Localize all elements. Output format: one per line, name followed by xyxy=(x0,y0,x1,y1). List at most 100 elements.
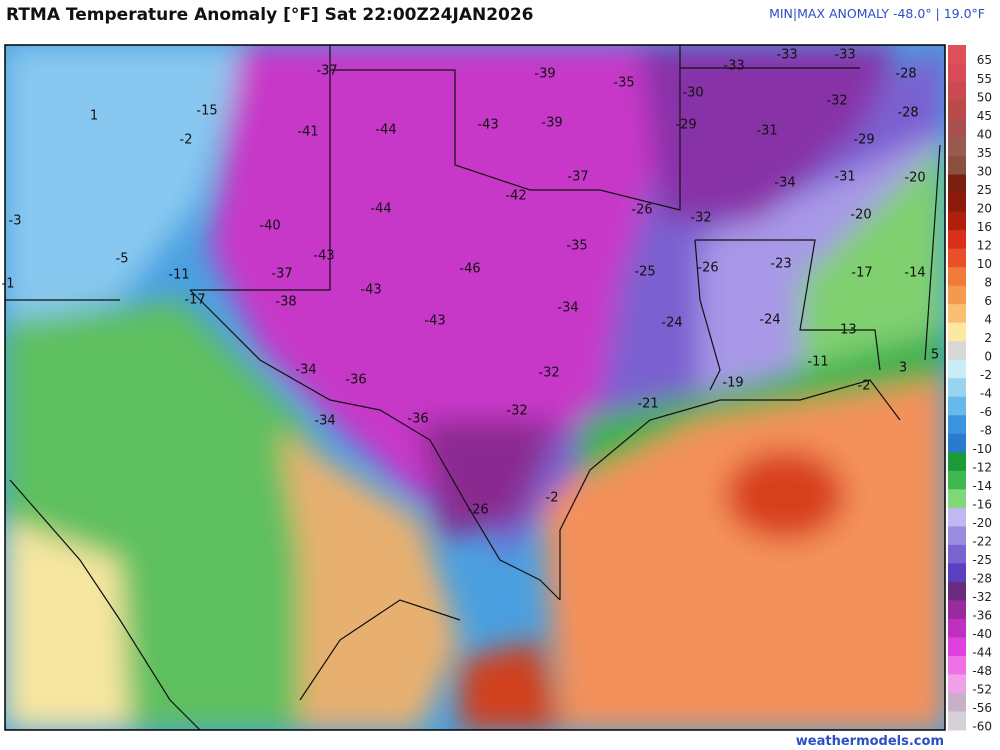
colorbar-swatch xyxy=(948,267,966,287)
point-label: -20 xyxy=(850,208,871,223)
title: RTMA Temperature Anomaly [°F] Sat 22:00Z… xyxy=(6,5,534,25)
colorbar-swatch xyxy=(948,563,966,583)
colorbar-label: 50 xyxy=(977,90,992,104)
colorbar-swatch xyxy=(948,618,966,638)
point-label: -2 xyxy=(180,133,193,148)
colorbar-swatch xyxy=(948,230,966,250)
min-max: MIN|MAX ANOMALY -48.0° | 19.0°F xyxy=(769,6,985,21)
colorbar-label: -8 xyxy=(980,424,992,438)
point-label: -32 xyxy=(538,366,559,381)
colorbar-label: 55 xyxy=(977,72,992,86)
footer: weathermodels.com xyxy=(796,734,944,749)
colorbar-label: -52 xyxy=(972,683,992,697)
point-label: -42 xyxy=(505,189,526,204)
point-label: -24 xyxy=(661,316,682,331)
colorbar-label: -12 xyxy=(972,461,992,475)
colorbar-label: -14 xyxy=(972,479,992,493)
colorbar-swatch xyxy=(948,489,966,509)
colorbar-label: 0 xyxy=(984,349,992,363)
point-label: -33 xyxy=(834,48,855,63)
colorbar-label: 10 xyxy=(977,257,992,271)
point-label: -28 xyxy=(897,106,918,121)
point-label: -46 xyxy=(459,262,480,277)
colorbar-label: -20 xyxy=(972,516,992,530)
colorbar-label: -10 xyxy=(972,442,992,456)
point-label: -28 xyxy=(895,67,916,82)
point-label: -26 xyxy=(697,261,718,276)
point-label: -34 xyxy=(295,363,316,378)
colorbar-swatch xyxy=(948,82,966,102)
colorbar-label: -36 xyxy=(972,609,992,623)
colorbar-swatch xyxy=(948,711,966,731)
colorbar-swatch xyxy=(948,637,966,657)
point-label: -43 xyxy=(424,314,445,329)
colorbar-label: -32 xyxy=(972,590,992,604)
point-label: -32 xyxy=(690,211,711,226)
point-label: 5 xyxy=(931,348,939,363)
colorbar-swatch xyxy=(948,581,966,601)
point-label: -33 xyxy=(776,48,797,63)
point-label: -11 xyxy=(807,355,828,370)
point-label: -21 xyxy=(637,397,658,412)
colorbar-label: 35 xyxy=(977,146,992,160)
point-label: -32 xyxy=(826,94,847,109)
point-label: -1 xyxy=(2,277,15,292)
colorbar-label: 25 xyxy=(977,183,992,197)
colorbar-swatch xyxy=(948,378,966,398)
colorbar-swatch xyxy=(948,45,966,65)
colorbar-label: -16 xyxy=(972,498,992,512)
colorbar-swatch xyxy=(948,193,966,213)
point-label: -34 xyxy=(557,301,578,316)
point-label: -2 xyxy=(546,491,559,506)
point-label: -43 xyxy=(477,118,498,133)
colorbar-label: 2 xyxy=(984,331,992,345)
point-label: -34 xyxy=(774,176,795,191)
point-label: -31 xyxy=(756,124,777,139)
point-label: -34 xyxy=(314,414,335,429)
point-label: -30 xyxy=(682,86,703,101)
colorbar-label: -40 xyxy=(972,627,992,641)
colorbar-swatch xyxy=(948,174,966,194)
colorbar-swatch xyxy=(948,674,966,694)
point-labels: -37 -39-35-33-33 -33-28-30-32-281 -15-41 -44… xyxy=(2,48,940,518)
point-label: -24 xyxy=(759,313,780,328)
point-label: 1 xyxy=(90,109,98,124)
colorbar-label: -44 xyxy=(972,646,992,660)
colorbar-swatch xyxy=(948,341,966,361)
colorbar-swatch xyxy=(948,322,966,342)
point-label: -39 xyxy=(534,67,555,82)
colorbar-label: -6 xyxy=(980,405,992,419)
colorbar-swatch xyxy=(948,692,966,712)
colorbar-swatch xyxy=(948,396,966,416)
point-label: -14 xyxy=(904,266,925,281)
point-label: -11 xyxy=(168,268,189,283)
colorbar-swatch xyxy=(948,63,966,83)
colorbar-swatch xyxy=(948,452,966,472)
colorbar-label: 30 xyxy=(977,164,992,178)
point-label: -43 xyxy=(360,283,381,298)
point-label: -20 xyxy=(904,171,925,186)
colorbar-label: -22 xyxy=(972,535,992,549)
point-label: -17 xyxy=(851,266,872,281)
point-label: -15 xyxy=(196,104,217,119)
colorbar-swatch xyxy=(948,285,966,305)
colorbar-label: -28 xyxy=(972,572,992,586)
colorbar-swatch xyxy=(948,507,966,527)
point-label: -37 xyxy=(271,267,292,282)
point-label: -39 xyxy=(541,116,562,131)
colorbar-label: 16 xyxy=(977,220,992,234)
colorbar-swatch xyxy=(948,655,966,675)
point-label: -29 xyxy=(853,133,874,148)
point-label: -36 xyxy=(407,412,428,427)
point-label: -44 xyxy=(370,202,391,217)
point-label: -23 xyxy=(770,257,791,272)
point-label: -31 xyxy=(834,170,855,185)
point-label: -43 xyxy=(313,249,334,264)
point-label: -35 xyxy=(566,239,587,254)
colorbar-swatch xyxy=(948,544,966,564)
colorbar-swatch xyxy=(948,470,966,490)
point-label: -40 xyxy=(259,219,280,234)
colorbar-label: -48 xyxy=(972,664,992,678)
point-label: -44 xyxy=(375,123,396,138)
